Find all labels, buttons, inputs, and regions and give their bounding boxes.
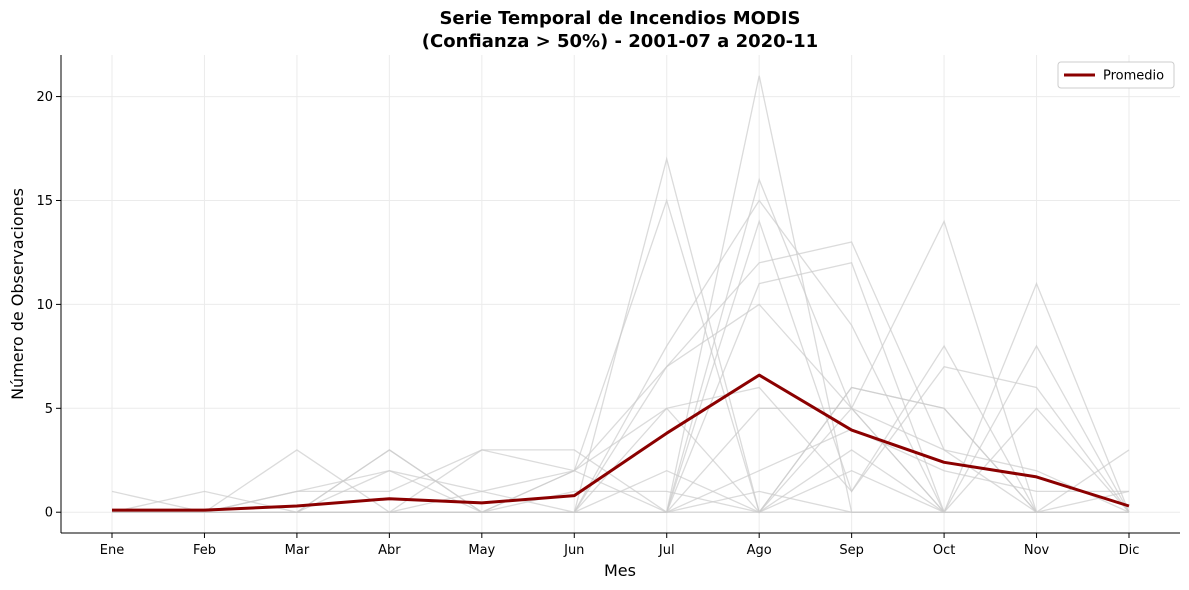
x-tick-label: Mar: [285, 543, 310, 558]
background-series-line: [112, 241, 1129, 513]
x-tick-label: Ago: [747, 543, 772, 558]
x-tick-label: Abr: [378, 543, 401, 558]
y-tick-label: 15: [36, 194, 53, 209]
legend: Promedio: [1057, 61, 1175, 89]
x-tick-label: Jun: [563, 543, 584, 558]
background-series-lines: [111, 75, 1130, 514]
x-tick-label: Nov: [1024, 543, 1050, 558]
legend-box: [1057, 61, 1175, 89]
x-axis-label: Mes: [604, 561, 636, 580]
background-series-line: [112, 428, 1129, 513]
background-series-line: [112, 177, 1130, 514]
x-tick-label: Ene: [100, 543, 124, 558]
chart-title-line-2: (Confianza > 50%) - 2001-07 a 2020-11: [422, 31, 818, 52]
background-series-line: [112, 386, 1130, 514]
x-tick-label: Oct: [933, 543, 955, 558]
axes: [56, 55, 1180, 538]
promedio-series-line: [112, 373, 1130, 512]
y-axis-label: Número de Observaciones: [8, 188, 27, 400]
background-series-line: [112, 490, 1129, 513]
y-tick-label: 5: [45, 402, 53, 417]
background-series-line: [112, 75, 1130, 514]
y-tick-label: 10: [36, 298, 53, 313]
chart-title-line-1: Serie Temporal de Incendios MODIS: [439, 8, 800, 29]
x-tick-label: Jul: [658, 543, 675, 558]
y-tick-label: 0: [45, 506, 53, 521]
x-tick-label: Dic: [1119, 543, 1140, 558]
x-tick-label: May: [468, 543, 495, 558]
grid-lines: [61, 55, 1180, 533]
background-series-line: [112, 407, 1130, 513]
x-tick-label: Sep: [839, 543, 864, 558]
y-tick-label: 20: [36, 90, 53, 105]
tick-labels: Ene Feb Mar Abr May Jun Jul Ago Sep Oct Nov Dic 0 5 10…: [36, 90, 1139, 558]
background-series-line: [111, 198, 1129, 514]
background-series-line: [112, 262, 1129, 513]
mean-series-line: [112, 373, 1130, 512]
legend-label-promedio: Promedio: [1103, 69, 1164, 84]
x-tick-label: Feb: [193, 543, 216, 558]
